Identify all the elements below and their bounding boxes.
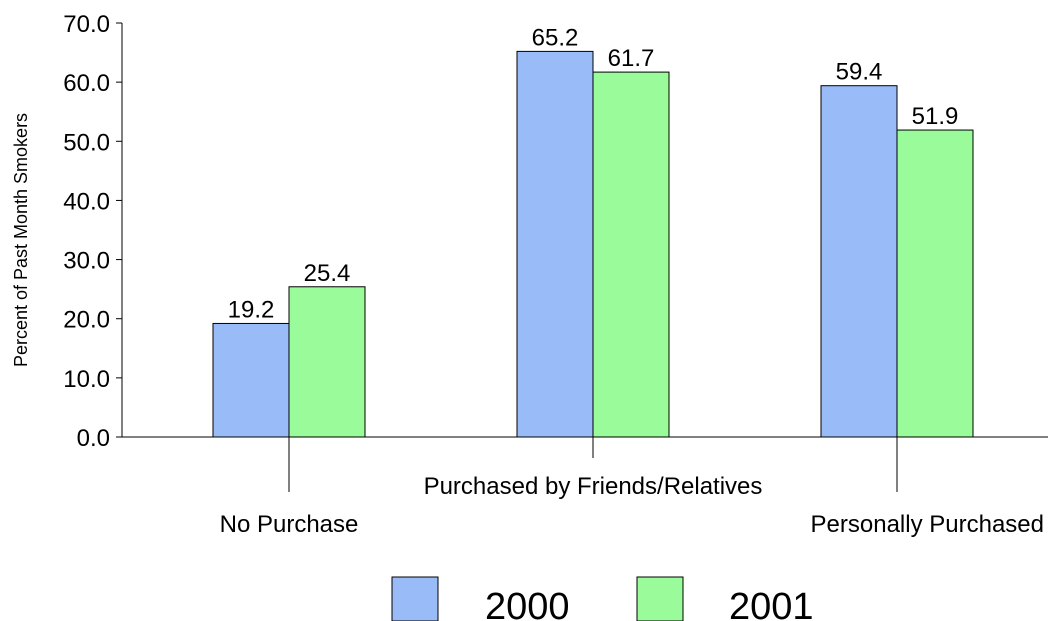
x-axis: No Purchase Purchased by Friends/Relative… — [122, 436, 1048, 538]
y-axis: 0.0 10.0 20.0 30.0 40.0 50.0 60.0 70.0 — [63, 11, 123, 452]
y-tick-label: 0.0 — [77, 425, 110, 452]
legend-swatch-2000 — [391, 576, 439, 621]
data-label: 65.2 — [532, 24, 579, 51]
y-tick-label: 10.0 — [63, 366, 110, 393]
data-label: 51.9 — [912, 103, 959, 130]
data-label: 25.4 — [304, 260, 351, 287]
legend-label-2001: 2001 — [729, 586, 814, 621]
data-label: 61.7 — [608, 45, 655, 72]
y-tick-label: 40.0 — [63, 188, 110, 215]
legend-swatch-2001 — [636, 576, 684, 621]
y-tick-label: 50.0 — [63, 129, 110, 156]
y-tick-label: 60.0 — [63, 70, 110, 97]
legend-label-2000: 2000 — [485, 586, 570, 621]
bars — [212, 50, 974, 438]
x-tick-label: No Purchase — [220, 511, 359, 538]
bar-2000-3 — [820, 85, 898, 438]
legend: 2000 2001 — [391, 576, 814, 621]
bar-2001-1 — [288, 286, 366, 438]
y-tick-label: 30.0 — [63, 248, 110, 275]
y-axis-title: Percent of Past Month Smokers — [11, 113, 31, 367]
bar-2001-2 — [592, 71, 670, 438]
bar-2000-1 — [212, 322, 290, 438]
data-label: 59.4 — [836, 59, 883, 86]
bar-2001-3 — [896, 129, 974, 438]
x-tick-label: Purchased by Friends/Relatives — [424, 473, 763, 500]
y-tick-label: 70.0 — [63, 11, 110, 38]
data-labels: 19.2 65.2 59.4 25.4 61.7 51.9 — [228, 24, 959, 323]
bar-2000-2 — [516, 50, 594, 438]
x-tick-label: Personally Purchased — [811, 511, 1044, 538]
y-tick-label: 20.0 — [63, 307, 110, 334]
data-label: 19.2 — [228, 296, 275, 323]
